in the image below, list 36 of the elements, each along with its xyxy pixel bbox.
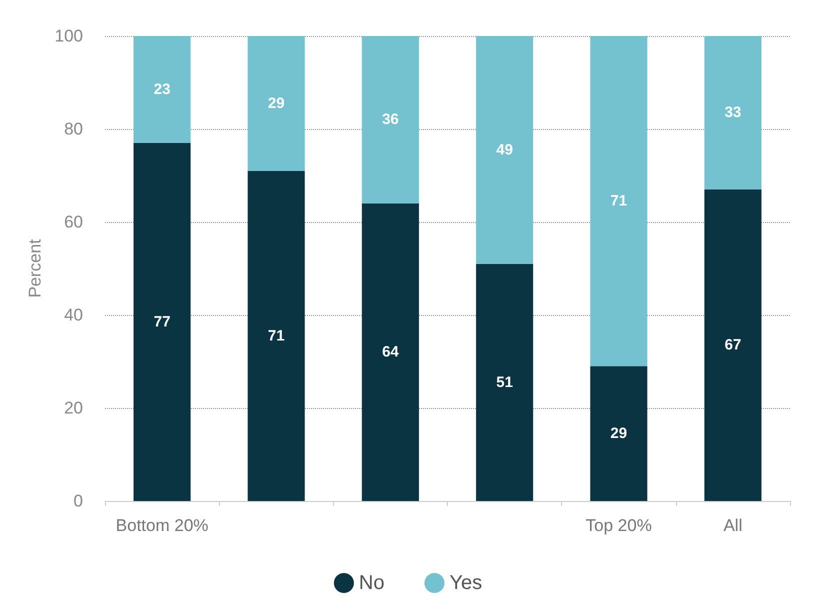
data-label: 71: [610, 192, 628, 210]
data-label: 51: [496, 374, 513, 391]
x-tick-label: Bottom 20%: [116, 516, 208, 535]
bar: [134, 36, 191, 143]
data-label: 36: [382, 111, 399, 128]
x-tick-label: Top 20%: [586, 516, 652, 535]
y-tick-label: 0: [74, 492, 83, 510]
data-label: 23: [154, 80, 170, 98]
bar: [590, 366, 648, 501]
data-label: 64: [382, 344, 400, 361]
data-label: 71: [268, 327, 285, 344]
legend-label: No: [358, 572, 384, 594]
bar: [362, 36, 419, 204]
bar: [476, 264, 534, 501]
bar: [704, 189, 762, 501]
data-label: 29: [610, 425, 628, 442]
bar: [248, 36, 305, 171]
bar: [476, 36, 534, 264]
bar: [590, 36, 648, 366]
y-tick-label: 80: [64, 120, 83, 138]
y-tick-label: 100: [54, 26, 83, 46]
y-tick-label: 60: [64, 212, 83, 232]
data-label: 49: [496, 141, 513, 158]
bar: [362, 203, 419, 501]
y-tick-label: 20: [64, 398, 83, 418]
data-label: 67: [724, 336, 742, 354]
bar: [134, 142, 191, 501]
y-axis-title: Percent: [26, 238, 45, 298]
y-tick-label: 40: [64, 306, 83, 324]
bar: [248, 170, 305, 501]
data-label: 33: [724, 104, 742, 122]
x-tick-label: All: [723, 516, 742, 535]
bar: [704, 36, 762, 190]
legend-label: Yes: [449, 572, 482, 594]
data-label: 77: [154, 313, 170, 330]
data-label: 29: [268, 94, 285, 112]
